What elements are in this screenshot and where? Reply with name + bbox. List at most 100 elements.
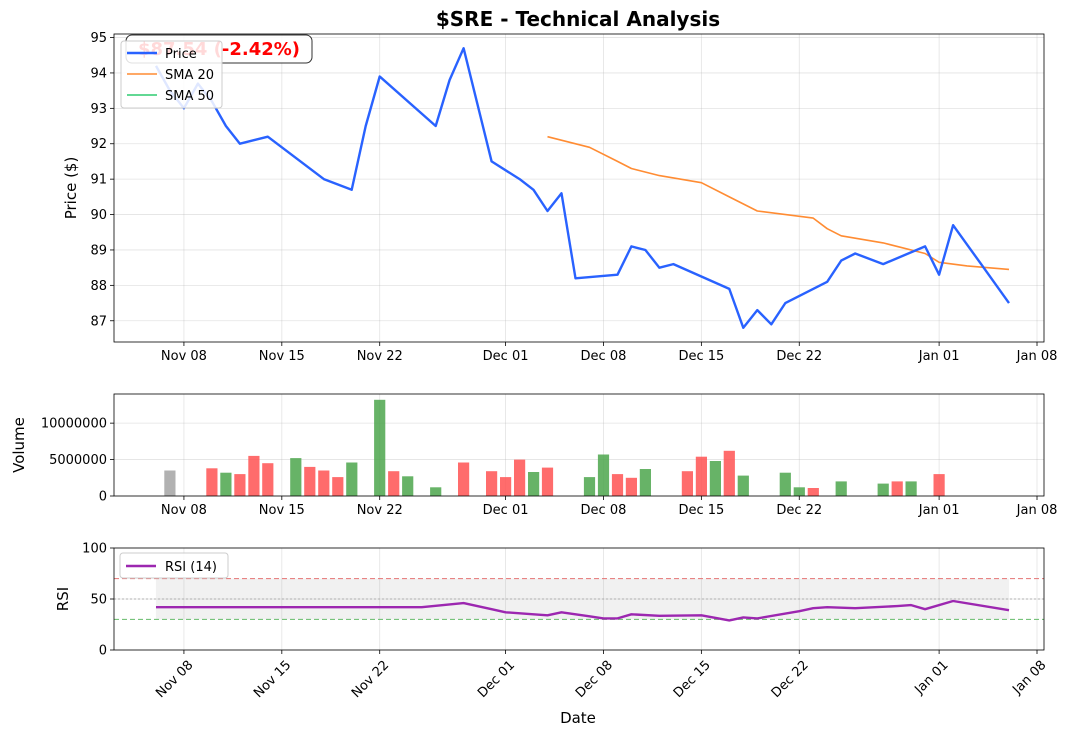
volume-y-axis-label: Volume (10, 417, 28, 473)
volume-bar (318, 470, 330, 496)
price-x-tick-label: Dec 15 (678, 349, 724, 364)
volume-y-tick-label: 5000000 (49, 453, 107, 468)
volume-x-tick-label: Dec 08 (581, 503, 627, 518)
volume-x-tick-label: Jan 08 (1016, 503, 1058, 518)
volume-bar (541, 467, 554, 496)
rsi-x-axis: Nov 08 Nov 15 Nov 22 Dec 01 Dec 08 Dec 15 Dec … (153, 650, 1049, 701)
price-axes-frame (113, 33, 1045, 343)
volume-bar (528, 472, 540, 496)
price-y-axis: 87 88 89 90 91 92 93 94 95 (90, 31, 114, 329)
volume-bar (234, 474, 246, 496)
price-y-tick-label: 88 (90, 279, 107, 294)
rsi-legend-box (119, 552, 229, 579)
volume-bar (486, 471, 498, 496)
price-x-tick-label: Nov 15 (259, 349, 305, 364)
legend-label-sma50: SMA 50 (165, 89, 214, 104)
price-x-axis: Nov 08 Nov 15 Nov 22 Dec 01 Dec 08 Dec 15 Dec … (161, 342, 1057, 364)
price-x-tick-label: Dec 08 (581, 349, 627, 364)
volume-bar (332, 477, 344, 496)
rsi-x-tick-label: Dec 08 (573, 658, 616, 701)
volume-bar (723, 450, 735, 496)
volume-x-tick-label: Jan 01 (918, 503, 960, 518)
volume-bar (514, 459, 526, 496)
rsi-y-tick-label: 50 (90, 593, 107, 608)
price-y-axis-label: Price ($) (62, 157, 80, 220)
price-panel: 87 88 89 90 91 92 93 94 95 Nov 08 Nov 15 Nov 22 Dec… (62, 31, 1057, 364)
price-x-tick-label: Nov 08 (161, 349, 207, 364)
price-y-tick-label: 95 (90, 31, 107, 46)
sma20-line (547, 135, 1010, 271)
price-x-tick-label: Nov 22 (357, 349, 403, 364)
volume-y-axis: 0 5000000 10000000 (41, 417, 114, 505)
volume-bar (290, 458, 302, 496)
volume-x-tick-label: Nov 15 (259, 503, 305, 518)
rsi-legend: RSI (14) (119, 552, 229, 579)
price-legend-box (120, 40, 223, 109)
rsi-x-tick-label: Jan 08 (1009, 658, 1049, 698)
volume-x-tick-label: Dec 01 (483, 503, 529, 518)
rsi-x-tick-label: Jan 01 (911, 658, 951, 698)
volume-bar (779, 472, 791, 496)
volume-bar (346, 462, 358, 496)
volume-bar (681, 471, 693, 496)
price-x-tick-label: Dec 01 (483, 349, 529, 364)
price-y-tick-label: 87 (90, 314, 107, 329)
volume-x-tick-label: Nov 22 (357, 503, 403, 518)
volume-bar (220, 472, 232, 496)
volume-y-tick-label: 0 (99, 490, 107, 505)
volume-bar (248, 455, 260, 496)
price-y-tick-label: 94 (90, 66, 107, 81)
x-axis-label-date: Date (560, 709, 596, 727)
legend-label-rsi: RSI (14) (165, 560, 217, 575)
volume-bar (388, 471, 400, 496)
rsi-y-axis: 0 50 100 (82, 542, 114, 659)
price-y-tick-label: 89 (90, 243, 107, 258)
volume-bar (793, 487, 805, 496)
volume-bar (304, 466, 316, 496)
price-line (154, 47, 1010, 329)
volume-bar (500, 477, 512, 496)
volume-bar (695, 456, 707, 496)
rsi-x-tick-label: Dec 01 (475, 658, 518, 701)
volume-bar (835, 481, 847, 496)
rsi-x-tick-label: Dec 22 (769, 658, 812, 701)
volume-x-tick-label: Nov 08 (161, 503, 207, 518)
price-y-tick-label: 91 (90, 173, 107, 188)
price-grid (114, 34, 1044, 342)
volume-x-tick-label: Dec 22 (776, 503, 822, 518)
price-plot-area (154, 47, 1010, 329)
price-x-tick-label: Jan 08 (1016, 349, 1058, 364)
volume-plot-area (164, 399, 945, 496)
volume-bar (625, 477, 637, 496)
volume-bar (709, 461, 721, 496)
volume-x-tick-label: Dec 15 (678, 503, 724, 518)
volume-bar (262, 463, 274, 496)
rsi-x-tick-label: Nov 15 (251, 658, 294, 701)
price-y-tick-label: 90 (90, 208, 107, 223)
rsi-y-tick-label: 0 (99, 644, 107, 659)
rsi-plot-area (114, 578, 1044, 622)
volume-x-axis: Nov 08 Nov 15 Nov 22 Dec 01 Dec 08 Dec 15 Dec … (161, 496, 1057, 518)
volume-bar (206, 468, 218, 496)
volume-bar (430, 487, 442, 496)
rsi-x-tick-label: Nov 22 (349, 658, 392, 701)
rsi-y-tick-label: 100 (82, 542, 107, 557)
volume-bar (877, 483, 889, 496)
rsi-panel: 0 50 100 Nov 08 Nov 15 Nov 22 Dec 01 Dec 08 Dec… (54, 542, 1049, 728)
volume-bar (891, 481, 903, 496)
volume-bar (458, 462, 470, 496)
legend-label-price: Price (165, 47, 197, 62)
price-legend: Price SMA 20 SMA 50 (120, 40, 223, 109)
rsi-x-tick-label: Nov 08 (153, 658, 196, 701)
volume-bar (737, 475, 749, 496)
rsi-y-axis-label: RSI (54, 587, 72, 611)
volume-y-tick-label: 10000000 (41, 417, 107, 432)
legend-label-sma20: SMA 20 (165, 68, 214, 83)
volume-bar (807, 488, 819, 496)
price-x-tick-label: Jan 01 (918, 349, 960, 364)
volume-bar (639, 469, 651, 496)
rsi-line (156, 599, 1010, 622)
volume-bar (583, 477, 596, 496)
volume-axes-frame (113, 393, 1045, 497)
